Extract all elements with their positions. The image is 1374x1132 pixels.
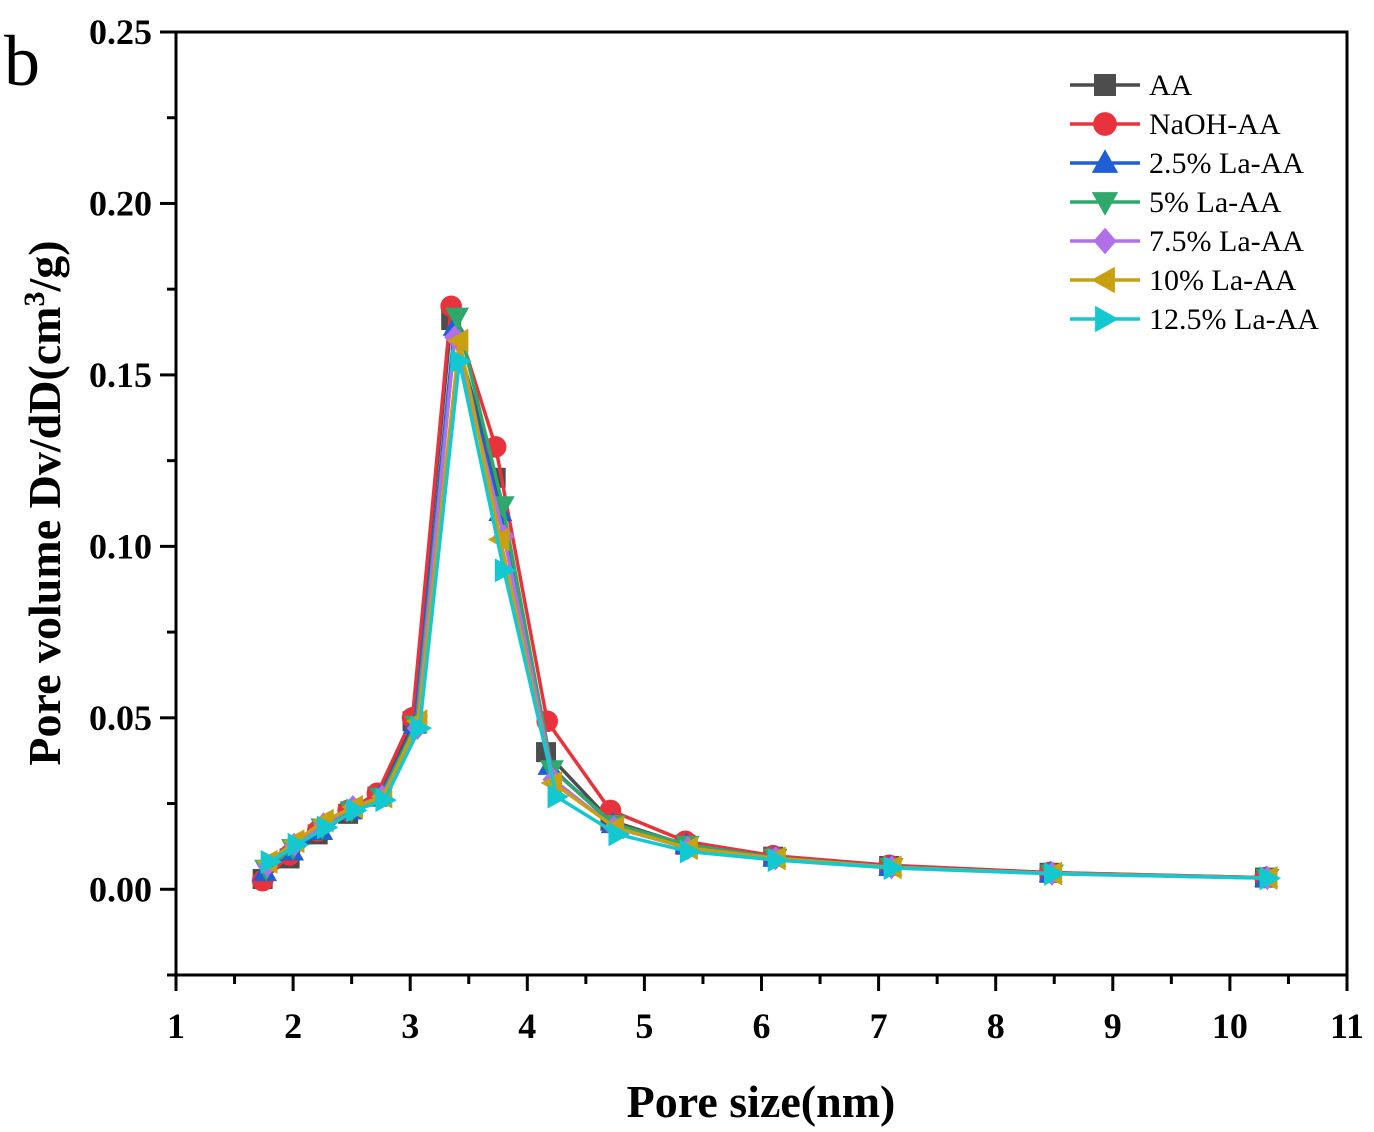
y-tick-label: 0.10 — [89, 526, 152, 566]
x-tick-labels: 1 2 3 4 5 6 7 8 9 10 11 — [167, 1006, 1364, 1046]
data-point — [494, 558, 517, 583]
x-axis-title: Pore size(nm) — [627, 1076, 896, 1127]
x-tick-label: 3 — [401, 1006, 419, 1046]
y-axis-title: Pore volume Dv/dD(cm3/g) — [18, 240, 70, 765]
y-tick-label: 0.00 — [89, 869, 152, 909]
data-point — [375, 788, 397, 813]
x-tick-label: 10 — [1212, 1006, 1248, 1046]
legend-label: 10% La-AA — [1149, 264, 1297, 297]
data-point — [346, 798, 368, 823]
series-0 — [252, 310, 1276, 889]
legend-item: 2.5% La-AA — [1070, 147, 1304, 180]
y-axis-title-superscript: 3 — [18, 292, 51, 307]
series-line — [266, 335, 1268, 880]
y-tick-label: 0.15 — [89, 355, 152, 395]
legend-label: 7.5% La-AA — [1149, 225, 1304, 258]
legend-marker — [1091, 192, 1119, 216]
legend-marker — [1091, 149, 1119, 173]
data-point — [1259, 866, 1282, 891]
legend-item: NaOH-AA — [1070, 108, 1281, 141]
legend-marker — [1094, 74, 1116, 96]
data-point — [450, 349, 472, 374]
legend-label: 12.5% La-AA — [1149, 303, 1319, 336]
x-tick-label: 7 — [870, 1006, 888, 1046]
data-point — [260, 849, 283, 874]
legend-item: 12.5% La-AA — [1070, 303, 1319, 336]
x-tick-label: 5 — [635, 1006, 653, 1046]
y-axis-title-main: Pore volume Dv/dD(cm — [19, 307, 70, 766]
series-line — [267, 338, 1269, 880]
x-tick-label: 1 — [167, 1006, 185, 1046]
legend-label: NaOH-AA — [1149, 108, 1281, 141]
legend-marker — [1093, 227, 1117, 255]
data-point — [445, 307, 470, 330]
legend-marker — [1095, 305, 1119, 333]
y-tick-label: 0.25 — [89, 12, 152, 52]
x-tick-label: 2 — [284, 1006, 302, 1046]
legend-label: AA — [1149, 69, 1193, 102]
legend-label: 5% La-AA — [1149, 186, 1282, 219]
series-2 — [252, 314, 1279, 887]
series-line — [261, 304, 1266, 882]
axis-ticks — [160, 30, 1349, 991]
data-point — [410, 716, 433, 741]
y-tick-labels: 0.00 0.05 0.10 0.15 0.20 0.25 — [89, 12, 152, 909]
data-series — [251, 295, 1282, 892]
series-4 — [256, 325, 1278, 890]
legend-item: 7.5% La-AA — [1070, 225, 1304, 258]
data-point — [540, 770, 563, 795]
x-tick-label: 4 — [518, 1006, 536, 1046]
series-1 — [251, 295, 1276, 892]
data-point — [767, 848, 790, 873]
legend-item: 10% La-AA — [1070, 264, 1297, 297]
x-tick-label: 11 — [1330, 1006, 1364, 1046]
legend-marker — [1093, 112, 1117, 136]
data-point — [547, 784, 570, 809]
data-point — [287, 832, 310, 857]
data-point — [316, 815, 339, 840]
series-5 — [256, 328, 1278, 890]
y-axis-title-tail: /g) — [19, 240, 70, 292]
data-point — [1044, 861, 1066, 886]
legend-item: 5% La-AA — [1070, 186, 1282, 219]
x-tick-label: 9 — [1104, 1006, 1122, 1046]
series-6 — [260, 349, 1282, 891]
data-point — [446, 328, 469, 353]
x-tick-label: 6 — [753, 1006, 771, 1046]
legend-label: 2.5% La-AA — [1149, 147, 1304, 180]
legend-item: AA — [1070, 69, 1193, 102]
series-3 — [254, 307, 1280, 891]
y-tick-label: 0.05 — [89, 698, 152, 738]
legend-marker — [1091, 266, 1115, 294]
series-line — [261, 318, 1266, 881]
y-tick-label: 0.20 — [89, 183, 152, 223]
series-line — [263, 325, 1267, 880]
data-point — [679, 839, 702, 864]
x-tick-label: 8 — [987, 1006, 1005, 1046]
legend: AA NaOH-AA 2.5% La-AA 5% La-AA 7.5% La-AA 10%… — [1070, 69, 1319, 336]
panel-label: b — [4, 21, 40, 101]
series-line — [268, 359, 1269, 881]
data-point — [883, 856, 906, 881]
series-line — [265, 314, 1268, 880]
data-point — [608, 822, 630, 847]
